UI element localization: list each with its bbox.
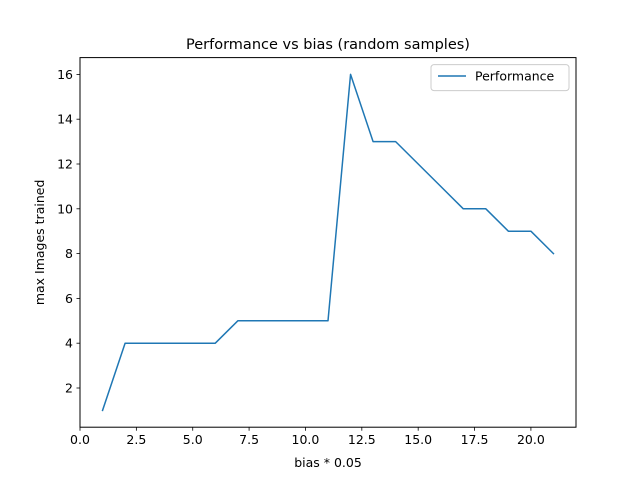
- x-tick-label: 7.5: [239, 432, 259, 447]
- x-tick-label: 17.5: [461, 432, 489, 447]
- x-tick-label: 15.0: [404, 432, 432, 447]
- legend-box: [430, 64, 570, 92]
- x-axis-label: bias * 0.05: [294, 455, 362, 470]
- plot-area: [79, 57, 577, 428]
- plot-frame: [79, 57, 577, 428]
- x-axis-ticks: 0.0 2.5 5.0 7.5 10.0 12.5 15.0 17.5 20.0: [70, 427, 545, 447]
- y-tick-label: 16: [57, 67, 73, 82]
- y-axis-ticks: 2 4 6 8 10 12 14 16: [57, 67, 80, 396]
- y-tick-label: 4: [65, 336, 73, 351]
- legend: Performance: [430, 64, 570, 92]
- x-tick-label: 12.5: [348, 432, 376, 447]
- y-tick-label: 14: [57, 112, 73, 127]
- y-tick-label: 6: [65, 291, 73, 306]
- chart-title: Performance vs bias (random samples): [186, 37, 470, 53]
- y-tick-label: 8: [65, 246, 73, 261]
- y-axis-label: max Images trained: [32, 180, 47, 306]
- y-tick-label: 2: [65, 381, 73, 396]
- x-tick-label: 5.0: [183, 432, 203, 447]
- series-line-performance: [101, 73, 555, 412]
- y-tick-label: 10: [57, 201, 73, 216]
- x-tick-label: 0.0: [70, 432, 90, 447]
- x-tick-label: 10.0: [292, 432, 320, 447]
- legend-label-performance: Performance: [475, 69, 555, 84]
- x-tick-label: 20.0: [517, 432, 545, 447]
- x-tick-label: 2.5: [126, 432, 146, 447]
- y-tick-label: 12: [57, 157, 73, 172]
- series-layer: [101, 73, 555, 412]
